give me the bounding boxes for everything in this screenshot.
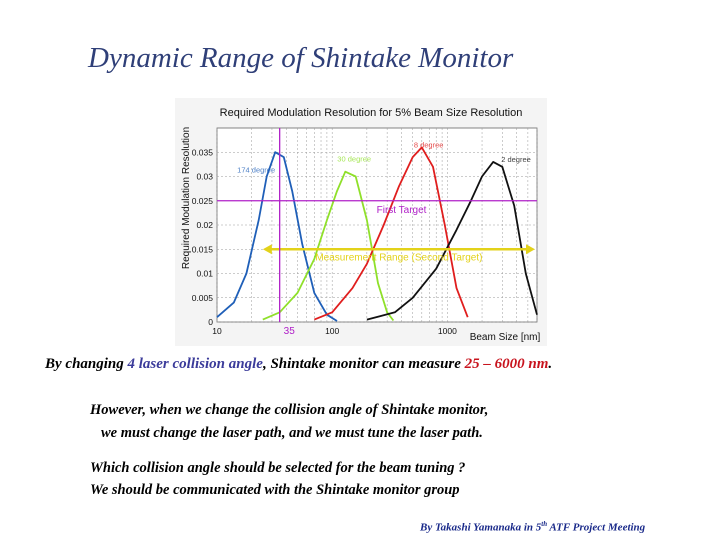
series-line-2 [313,146,469,321]
y-tick-label: 0.01 [196,269,213,279]
caption-middle: , Shintake monitor can measure [262,356,465,372]
series-label-2: 8 degree [414,140,444,149]
paragraph-1-line-1: However, when we change the collision an… [90,402,489,418]
x-tick-label: 100 [325,326,339,336]
chart-caption: By changing 4 laser collision angle, Shi… [45,356,552,373]
caption-range: 25 – 6000 nm [464,356,549,372]
caption-angles: 4 laser collision angle [127,356,263,372]
measurement-range-arrow-left [262,244,272,255]
y-axis-title: Required Modulation Resolution [181,127,192,269]
footer-suffix: ATF Project Meeting [547,521,646,534]
paragraph-2-line-2: We should be communicated with the Shint… [90,482,460,498]
paragraph-1-line-2: we must change the laser path, and we mu… [101,425,483,441]
y-tick-label: 0.005 [192,293,214,303]
curve-labels-layer: 174 degree 30 degree 8 degree 2 degree [237,140,531,174]
y-tick-label: 0 [208,317,213,327]
y-tick-label: 0.025 [192,196,214,206]
series-label-3: 2 degree [501,155,531,164]
y-tick-label: 0.015 [192,244,214,254]
ticks-layer: 0 0.005 0.01 0.015 0.02 0.025 0.03 0.035 10 100 10… [192,147,457,336]
y-tick-label: 0.02 [196,220,213,230]
annotation-layer: First Target Measurement Range (Second Ta… [217,128,537,337]
caption-prefix: By changing [45,356,128,372]
series-line-1 [262,170,395,322]
measurement-range-label: Measurement Range (Second Target) [315,252,482,263]
measurement-range-arrow-right [526,244,535,255]
footer-credit: By Takashi Yamanaka in 5th ATF Project M… [420,520,645,534]
first-target-label: First Target [377,205,427,216]
x-tick-label: 1000 [438,326,457,336]
marker-35-label: 35 [284,326,296,337]
footer-prefix: By Takashi Yamanaka in 5 [420,521,542,534]
chart: Required Modulation Resolution for 5% Be… [175,98,547,346]
caption-suffix: . [548,356,553,372]
x-axis-title: Beam Size [nm] [470,332,541,343]
x-tick-label: 10 [212,326,222,336]
footer-sup: th [541,520,548,528]
grid-layer [216,127,538,323]
series-label-0: 174 degree [237,165,275,174]
y-tick-label: 0.035 [192,147,214,157]
chart-title: Required Modulation Resolution for 5% Be… [220,107,523,119]
slide-title: Dynamic Range of Shintake Monitor [88,42,514,74]
chart-svg: Required Modulation Resolution for 5% Be… [175,98,547,346]
y-tick-label: 0.03 [196,172,213,182]
series-label-1: 30 degree [337,155,371,164]
series-line-3 [366,161,538,321]
paragraph-2-line-1: Which collision angle should be selected… [90,460,466,476]
